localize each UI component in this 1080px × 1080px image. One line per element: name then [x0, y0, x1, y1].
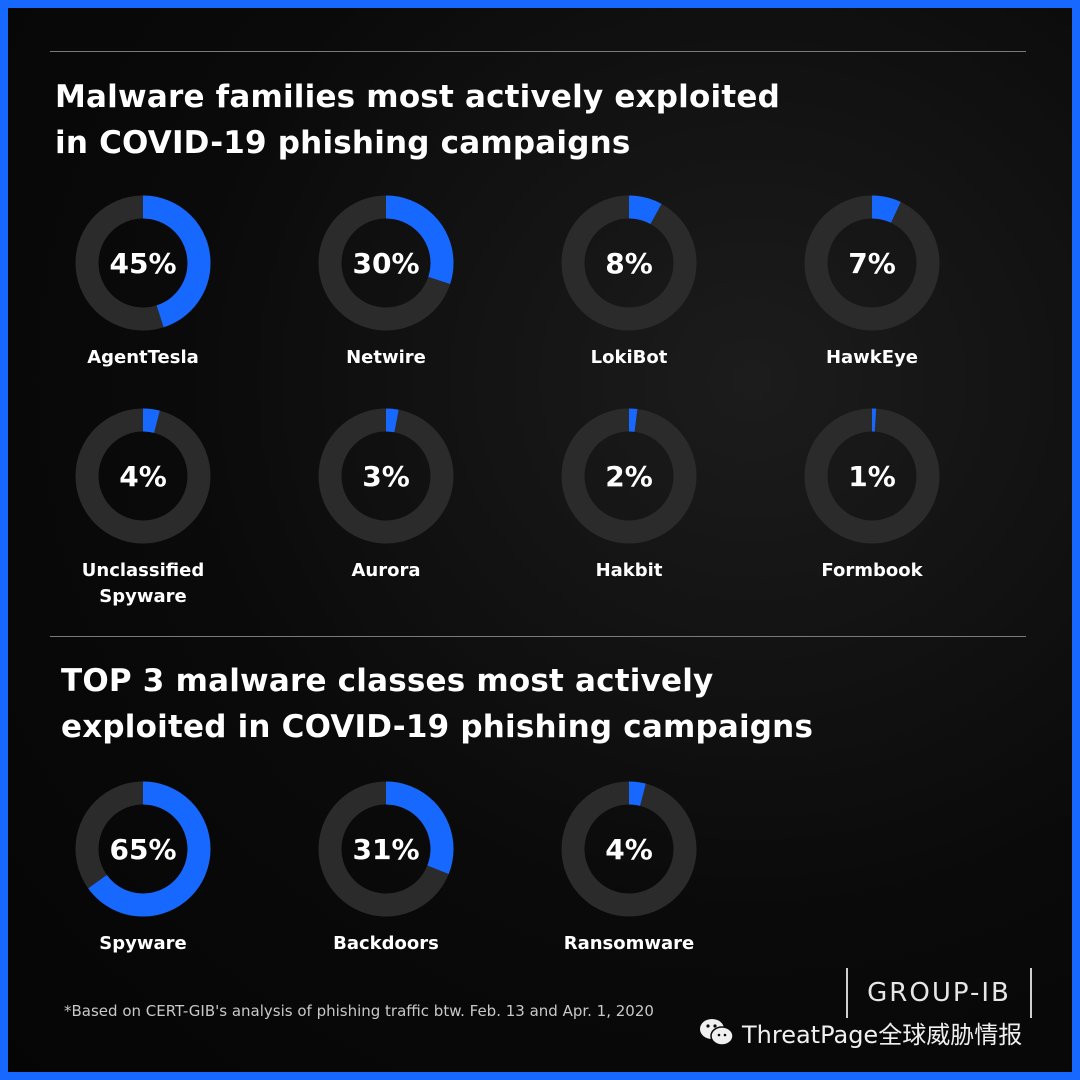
- value-label-spyware: 65%: [109, 832, 177, 866]
- donut-unclassified-spyware: 4%: [71, 404, 215, 548]
- donut-lokibot: 8%: [557, 191, 701, 335]
- category-label-lokibot: LokiBot: [590, 347, 668, 368]
- value-label-agenttesla: 45%: [109, 246, 177, 280]
- donut-svg-ransomware: [561, 781, 697, 917]
- donut-svg-hawkeye: [804, 195, 940, 331]
- category-label-agenttesla: AgentTesla: [87, 347, 199, 368]
- category-label-ransomware: Ransomware: [563, 933, 695, 954]
- donut-arc-hakbit: [561, 408, 697, 544]
- value-label-unclassified-spyware: 4%: [119, 459, 167, 493]
- group-ib-logo: GROUP-IB: [846, 968, 1032, 1018]
- category-label-spyware: Spyware: [99, 933, 187, 954]
- donut-netwire: 30%: [314, 191, 458, 335]
- donut-agenttesla: 45%: [71, 191, 215, 335]
- value-label-aurora: 3%: [362, 459, 410, 493]
- donut-hawkeye: 7%: [800, 191, 944, 335]
- donut-arc-unclassified-spyware: [75, 408, 211, 544]
- donut-svg-unclassified-spyware: [75, 408, 211, 544]
- donut-aurora: 3%: [314, 404, 458, 548]
- category-label-formbook: Formbook: [821, 560, 923, 581]
- category-label-aurora: Aurora: [351, 560, 421, 581]
- donut-svg-lokibot: [561, 195, 697, 331]
- donut-formbook: 1%: [800, 404, 944, 548]
- donut-svg-formbook: [804, 408, 940, 544]
- donut-arc-formbook: [804, 408, 940, 544]
- watermark-text: ThreatPage全球威胁情报: [742, 1020, 1023, 1049]
- donut-spyware: 65%: [71, 777, 215, 921]
- value-label-hakbit: 2%: [605, 459, 653, 493]
- donut-svg-netwire: [318, 195, 454, 331]
- value-label-backdoors: 31%: [352, 832, 420, 866]
- donut-arc-hawkeye: [804, 195, 940, 331]
- donut-arc-agenttesla: [75, 195, 211, 331]
- donut-arc-ransomware: [561, 781, 697, 917]
- donut-hakbit: 2%: [557, 404, 701, 548]
- value-label-lokibot: 8%: [605, 246, 653, 280]
- donut-arc-netwire: [318, 195, 454, 331]
- donut-ransomware: 4%: [557, 777, 701, 921]
- category-label-backdoors: Backdoors: [333, 933, 439, 954]
- category-label-hakbit: Hakbit: [595, 560, 663, 581]
- value-label-formbook: 1%: [848, 459, 896, 493]
- category-label-hawkeye: HawkEye: [825, 347, 919, 368]
- donut-svg-spyware: [75, 781, 211, 917]
- donut-arc-aurora: [318, 408, 454, 544]
- donut-svg-aurora: [318, 408, 454, 544]
- section-title-classes: TOP 3 malware classes most actively expl…: [61, 663, 814, 745]
- donut-svg-hakbit: [561, 408, 697, 544]
- donut-backdoors: 31%: [314, 777, 458, 921]
- wechat-icon: [700, 1019, 734, 1046]
- donut-svg-agenttesla: [75, 195, 211, 331]
- donut-svg-backdoors: [318, 781, 454, 917]
- donut-arc-spyware: [75, 781, 211, 917]
- donut-arc-backdoors: [318, 781, 454, 917]
- footnote: *Based on CERT-GIB's analysis of phishin…: [64, 1002, 654, 1020]
- value-label-netwire: 30%: [352, 246, 420, 280]
- category-label-unclassified-spyware: Unclassified Spyware: [81, 560, 205, 607]
- top-divider: [50, 51, 1026, 52]
- donut-arc-lokibot: [561, 195, 697, 331]
- value-label-ransomware: 4%: [605, 832, 653, 866]
- middle-divider: [50, 636, 1026, 637]
- infographic-canvas: Malware families most actively exploited…: [8, 8, 1072, 1072]
- value-label-hawkeye: 7%: [848, 246, 896, 280]
- category-label-netwire: Netwire: [346, 347, 426, 368]
- watermark: ThreatPage全球威胁情报: [698, 1012, 1022, 1052]
- section-title-families: Malware families most actively exploited…: [55, 79, 780, 161]
